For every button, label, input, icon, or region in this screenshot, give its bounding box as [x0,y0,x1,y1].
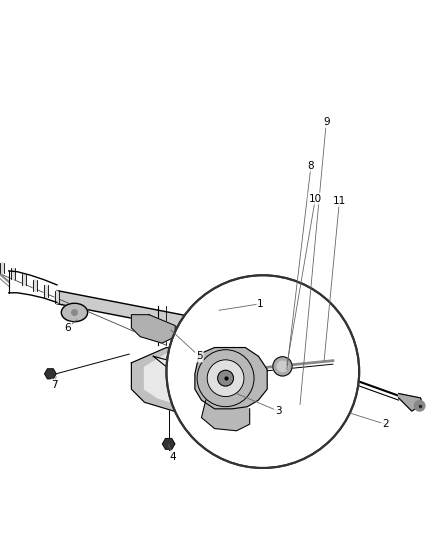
Circle shape [166,275,359,468]
Ellipse shape [33,280,37,292]
Polygon shape [131,348,250,422]
Ellipse shape [44,285,48,297]
Ellipse shape [22,274,26,285]
Text: 1: 1 [257,298,264,309]
Text: 11: 11 [333,196,346,206]
Polygon shape [145,354,241,413]
Circle shape [320,353,328,362]
Text: 6: 6 [64,323,71,333]
Circle shape [273,357,292,376]
Text: 4: 4 [170,452,177,462]
Circle shape [277,361,288,372]
Circle shape [197,350,254,407]
Circle shape [414,400,425,411]
Ellipse shape [11,268,15,279]
Text: 8: 8 [307,161,314,171]
Text: 9: 9 [323,117,330,127]
Ellipse shape [55,291,59,303]
Polygon shape [219,422,228,429]
Text: 5: 5 [196,351,203,361]
Polygon shape [131,314,175,343]
Text: 7: 7 [51,379,58,390]
Polygon shape [153,356,219,395]
Circle shape [218,370,233,386]
Polygon shape [254,332,342,389]
Polygon shape [399,393,423,411]
Polygon shape [195,348,267,409]
Text: 3: 3 [275,406,282,416]
Polygon shape [57,290,328,356]
Ellipse shape [0,263,4,273]
Circle shape [207,360,244,397]
Polygon shape [162,439,175,449]
Polygon shape [314,428,325,438]
Polygon shape [201,400,250,431]
Ellipse shape [61,303,88,322]
Text: 2: 2 [382,419,389,429]
Polygon shape [245,330,346,393]
Polygon shape [45,369,56,379]
Text: 10: 10 [309,193,322,204]
